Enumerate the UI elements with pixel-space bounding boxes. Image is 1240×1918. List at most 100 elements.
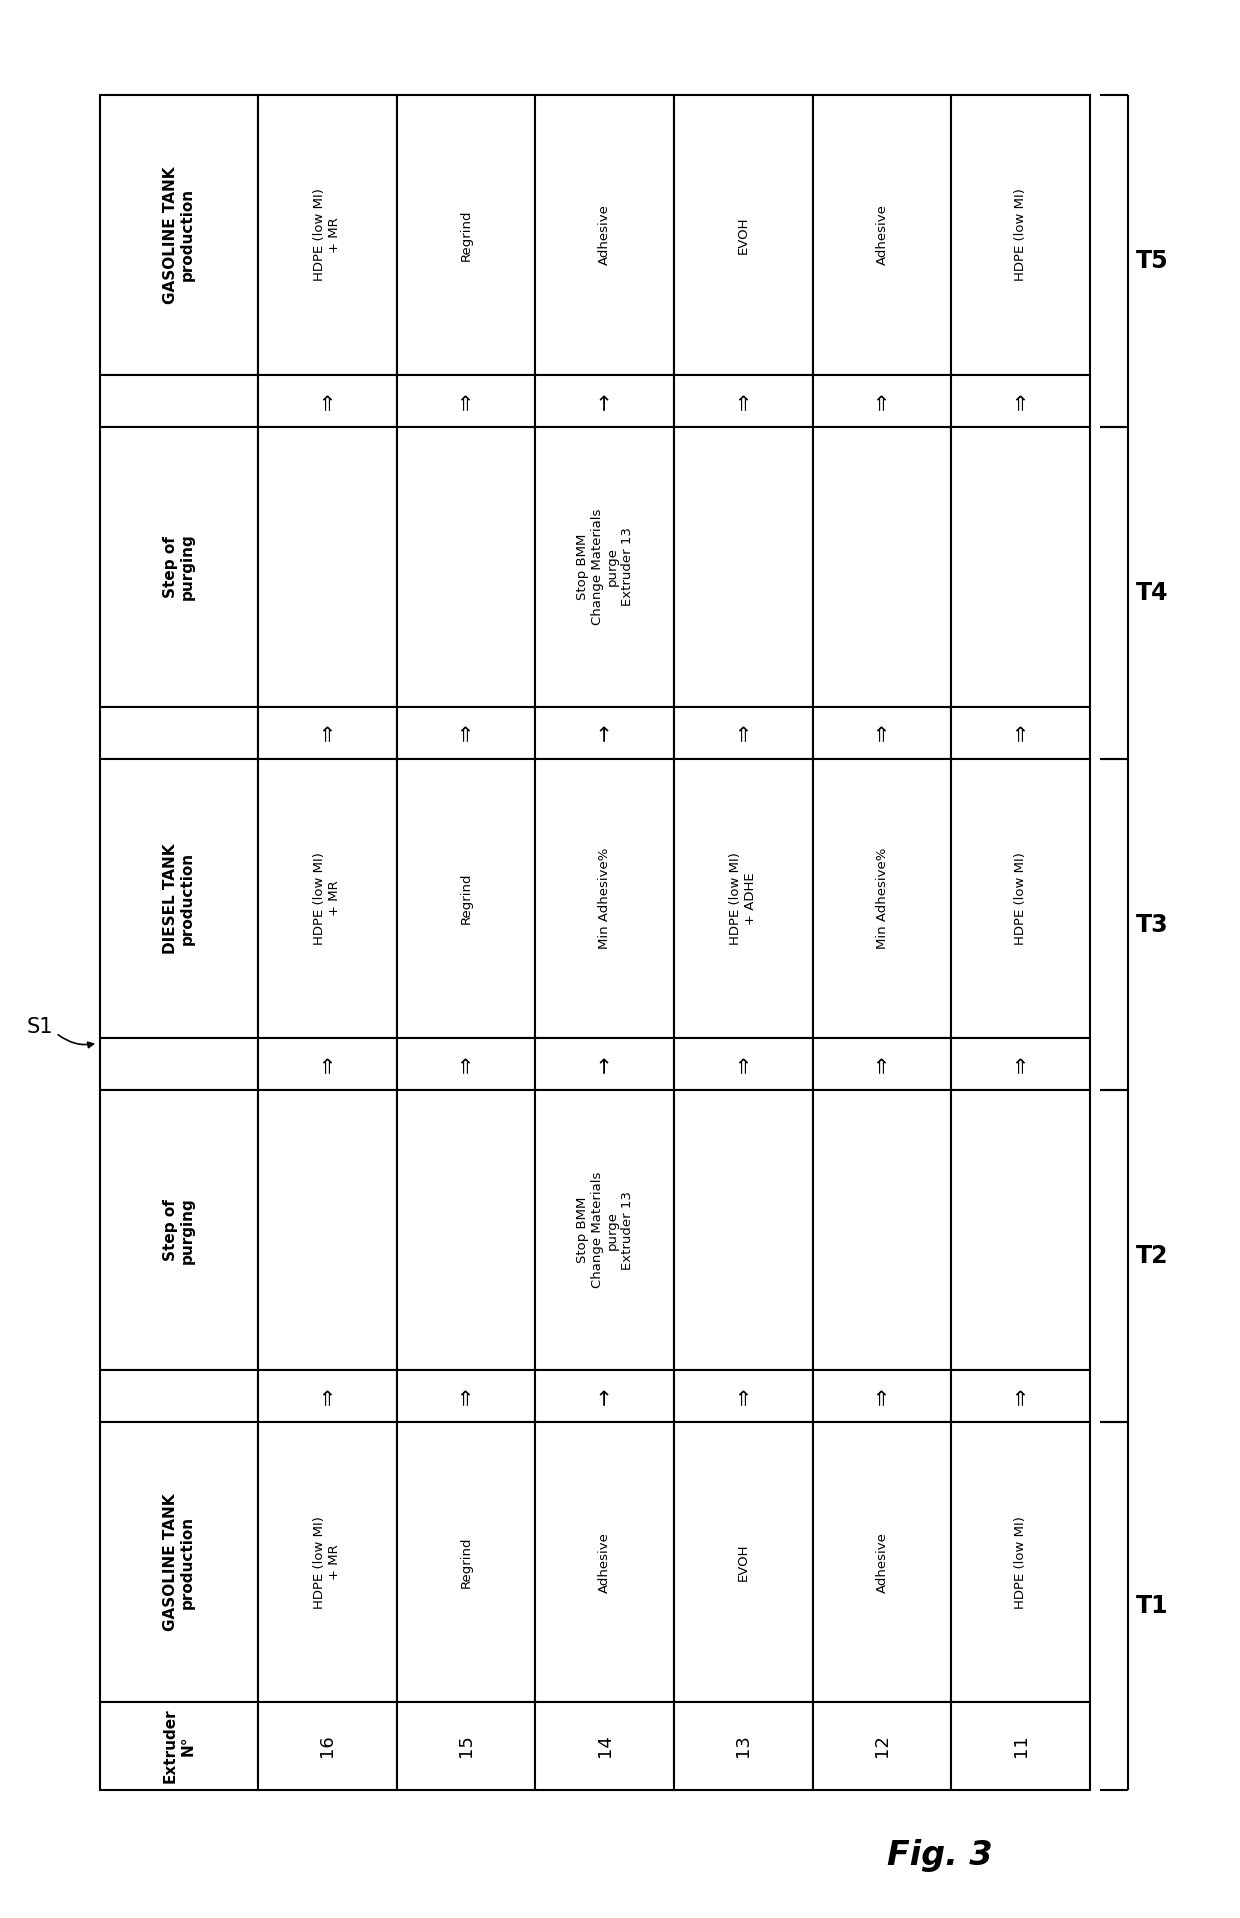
Text: ⇒: ⇒ xyxy=(317,1387,337,1406)
Text: Regrind: Regrind xyxy=(460,873,472,924)
Bar xyxy=(258,1423,397,1701)
Text: ⇒: ⇒ xyxy=(1011,723,1030,742)
Text: 11: 11 xyxy=(1012,1734,1029,1757)
Bar xyxy=(951,1038,1090,1091)
Bar xyxy=(675,1091,812,1369)
Bar xyxy=(397,1038,536,1091)
Text: Fig. 3: Fig. 3 xyxy=(887,1839,993,1872)
Bar xyxy=(397,96,536,374)
Bar xyxy=(536,428,675,706)
Bar xyxy=(951,1701,1090,1789)
Bar xyxy=(675,1038,812,1091)
Text: HDPE (low MI)
+ MR: HDPE (low MI) + MR xyxy=(314,1515,341,1609)
Text: Adhesive: Adhesive xyxy=(598,1532,611,1592)
Text: HDPE (low MI): HDPE (low MI) xyxy=(1014,188,1027,282)
Text: ⇒: ⇒ xyxy=(1011,1387,1030,1406)
Text: T4: T4 xyxy=(1136,581,1168,604)
Text: HDPE (low MI): HDPE (low MI) xyxy=(1014,852,1027,946)
Bar xyxy=(258,760,397,1038)
Text: ⇒: ⇒ xyxy=(456,1387,476,1406)
Text: Stop BMM
Change Materials
purge
Extruder 13: Stop BMM Change Materials purge Extruder… xyxy=(575,1172,634,1289)
Text: Adhesive: Adhesive xyxy=(875,205,889,265)
Bar xyxy=(100,1369,258,1423)
Text: EVOH: EVOH xyxy=(737,217,750,253)
Bar xyxy=(536,1091,675,1369)
Bar xyxy=(536,760,675,1038)
Text: ⇒: ⇒ xyxy=(317,1055,337,1074)
Text: DIESEL TANK
production: DIESEL TANK production xyxy=(162,844,195,953)
Bar xyxy=(675,760,812,1038)
Bar xyxy=(397,1091,536,1369)
Bar xyxy=(100,428,258,706)
Bar xyxy=(100,96,258,374)
Bar xyxy=(812,374,951,428)
Bar xyxy=(536,96,675,374)
Text: Min Adhesive%: Min Adhesive% xyxy=(875,848,889,949)
Bar xyxy=(536,1369,675,1423)
Text: ⇒: ⇒ xyxy=(317,723,337,742)
Text: HDPE (low MI): HDPE (low MI) xyxy=(1014,1515,1027,1609)
Text: T5: T5 xyxy=(1136,249,1168,272)
Bar xyxy=(258,96,397,374)
Text: ⇒: ⇒ xyxy=(733,1055,754,1074)
Bar xyxy=(258,374,397,428)
Bar xyxy=(675,374,812,428)
Bar xyxy=(675,1369,812,1423)
Bar xyxy=(812,760,951,1038)
Text: T3: T3 xyxy=(1136,913,1168,936)
Text: 15: 15 xyxy=(458,1734,475,1757)
Text: S1: S1 xyxy=(27,1017,53,1038)
Bar xyxy=(812,1038,951,1091)
Text: 12: 12 xyxy=(873,1734,892,1757)
Bar xyxy=(397,760,536,1038)
Text: Regrind: Regrind xyxy=(460,209,472,261)
Text: ⇒: ⇒ xyxy=(456,391,476,410)
Bar xyxy=(536,374,675,428)
Bar xyxy=(536,1423,675,1701)
Bar xyxy=(951,1369,1090,1423)
Bar xyxy=(536,706,675,760)
Text: ⇒: ⇒ xyxy=(872,391,892,410)
Text: ⇒: ⇒ xyxy=(733,1387,754,1406)
Bar xyxy=(397,428,536,706)
Bar xyxy=(951,96,1090,374)
Text: Step of
purging: Step of purging xyxy=(162,1197,195,1264)
Bar xyxy=(100,1091,258,1369)
Bar xyxy=(258,1369,397,1423)
Text: →: → xyxy=(595,723,615,742)
Bar xyxy=(100,706,258,760)
Bar xyxy=(951,1091,1090,1369)
Text: →: → xyxy=(595,391,615,410)
Text: HDPE (low MI)
+ MR: HDPE (low MI) + MR xyxy=(314,852,341,946)
Bar xyxy=(397,1423,536,1701)
Text: ⇒: ⇒ xyxy=(456,1055,476,1074)
Text: Extruder
N°: Extruder N° xyxy=(162,1709,195,1784)
Text: ⇒: ⇒ xyxy=(733,723,754,742)
Text: GASOLINE TANK
production: GASOLINE TANK production xyxy=(162,1494,195,1630)
Text: ⇒: ⇒ xyxy=(317,391,337,410)
Bar xyxy=(812,1091,951,1369)
Text: HDPE (low MI)
+ ADHE: HDPE (low MI) + ADHE xyxy=(729,852,758,946)
Bar xyxy=(536,1701,675,1789)
Bar xyxy=(258,706,397,760)
Text: Adhesive: Adhesive xyxy=(875,1532,889,1592)
Text: HDPE (low MI)
+ MR: HDPE (low MI) + MR xyxy=(314,188,341,282)
Text: ⇒: ⇒ xyxy=(872,1055,892,1074)
Bar xyxy=(812,1423,951,1701)
Bar xyxy=(100,760,258,1038)
Text: Regrind: Regrind xyxy=(460,1536,472,1588)
Text: GASOLINE TANK
production: GASOLINE TANK production xyxy=(162,167,195,303)
Bar xyxy=(675,1423,812,1701)
Text: →: → xyxy=(595,1387,615,1406)
Bar xyxy=(951,760,1090,1038)
Text: ⇒: ⇒ xyxy=(456,723,476,742)
Bar xyxy=(397,1369,536,1423)
Text: ⇒: ⇒ xyxy=(872,723,892,742)
Bar xyxy=(951,706,1090,760)
Bar xyxy=(100,374,258,428)
Text: Min Adhesive%: Min Adhesive% xyxy=(598,848,611,949)
Bar xyxy=(397,1701,536,1789)
Text: T2: T2 xyxy=(1136,1245,1168,1268)
Bar xyxy=(100,1038,258,1091)
Text: Step of
purging: Step of purging xyxy=(162,533,195,600)
